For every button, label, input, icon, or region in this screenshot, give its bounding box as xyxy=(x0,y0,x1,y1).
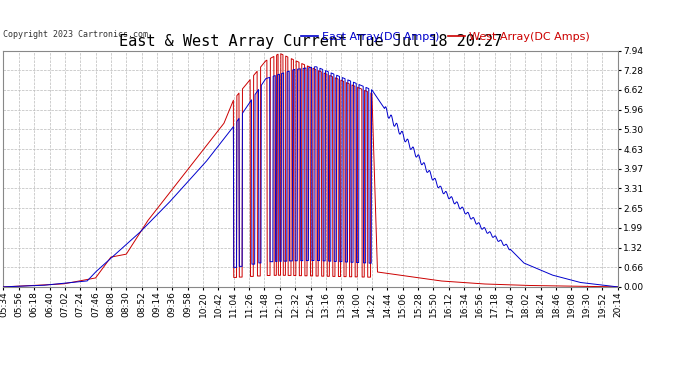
Title: East & West Array Current Tue Jul 18 20:27: East & West Array Current Tue Jul 18 20:… xyxy=(119,34,502,50)
Text: Copyright 2023 Cartronics.com: Copyright 2023 Cartronics.com xyxy=(3,30,148,39)
Legend: East Array(DC Amps), West Array(DC Amps): East Array(DC Amps), West Array(DC Amps) xyxy=(297,28,595,47)
